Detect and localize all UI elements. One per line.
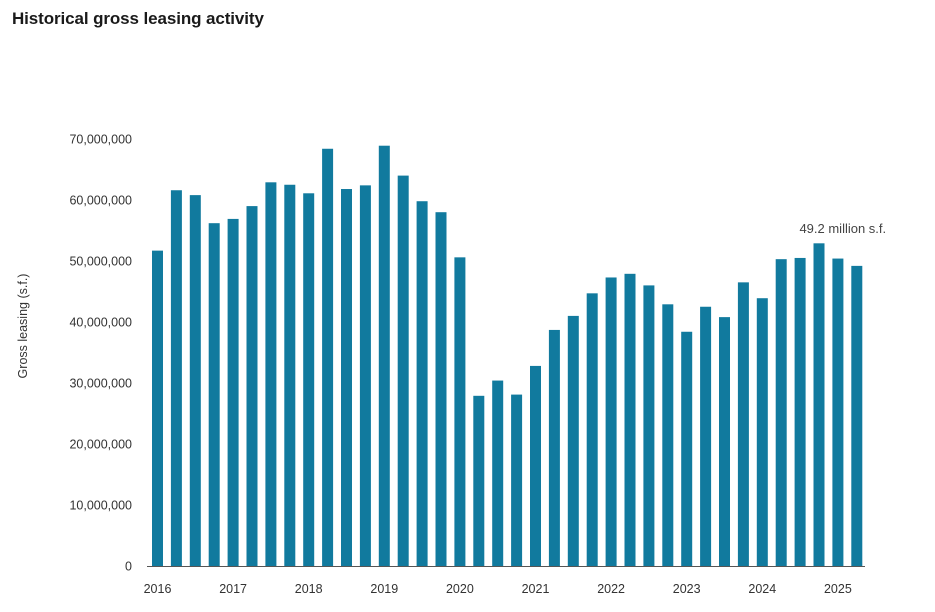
bar (530, 365, 541, 566)
y-axis-title: Gross leasing (s.f.) (16, 274, 30, 379)
bar (322, 148, 334, 566)
x-tick-label: 2019 (370, 582, 398, 596)
bar (586, 293, 598, 566)
x-tick-label: 2022 (597, 582, 625, 596)
bar (265, 182, 277, 566)
bar (435, 212, 447, 566)
bar (832, 258, 844, 566)
x-tick-label: 2025 (824, 582, 852, 596)
x-axis-ticks: 2016 2017 2018 2019 2020 2021 2022 2023 2024 2025 (144, 582, 852, 596)
bar (737, 282, 749, 566)
bar (851, 265, 863, 566)
x-tick-label: 2024 (748, 582, 776, 596)
y-tick-label: 20,000,000 (69, 438, 132, 452)
y-tick-label: 50,000,000 (69, 255, 132, 269)
bar (662, 304, 674, 566)
bar (208, 223, 220, 566)
bar (246, 206, 258, 566)
bar (359, 185, 371, 567)
bar (454, 257, 466, 566)
x-tick-label: 2020 (446, 582, 474, 596)
x-tick-label: 2016 (144, 582, 172, 596)
bar (170, 190, 182, 567)
bar-series (152, 145, 863, 567)
chart-title: Historical gross leasing activity (12, 9, 264, 28)
bar (719, 317, 730, 566)
y-tick-label: 0 (125, 560, 132, 574)
y-tick-label: 30,000,000 (69, 377, 132, 391)
y-tick-label: 40,000,000 (69, 316, 132, 330)
y-tick-label: 60,000,000 (69, 194, 132, 208)
bar (643, 285, 655, 566)
bar (567, 315, 579, 566)
bar (397, 175, 409, 566)
y-axis-ticks: 0 10,000,000 20,000,000 30,000,000 40,000,00… (69, 133, 132, 574)
bar (756, 298, 768, 566)
bar (624, 273, 636, 566)
y-tick-label: 10,000,000 (69, 499, 132, 513)
bar (416, 201, 428, 566)
bar (378, 145, 390, 566)
bar (284, 184, 296, 566)
bar (152, 250, 163, 566)
bar (189, 195, 201, 566)
bar (473, 395, 485, 566)
bar (775, 259, 787, 566)
x-tick-label: 2023 (673, 582, 701, 596)
bar (813, 243, 825, 566)
bar (227, 218, 239, 566)
bar (794, 257, 806, 566)
x-tick-label: 2017 (219, 582, 247, 596)
bar (681, 331, 693, 566)
bar (700, 306, 712, 566)
bar (605, 277, 617, 566)
bar (492, 380, 504, 566)
x-tick-label: 2018 (295, 582, 323, 596)
x-tick-label: 2021 (522, 582, 550, 596)
bar (341, 189, 352, 566)
y-tick-label: 70,000,000 (69, 133, 132, 147)
bar (303, 193, 315, 567)
bar (511, 394, 523, 566)
bar (548, 329, 560, 566)
bar-annotation: 49.2 million s.f. (799, 221, 886, 236)
